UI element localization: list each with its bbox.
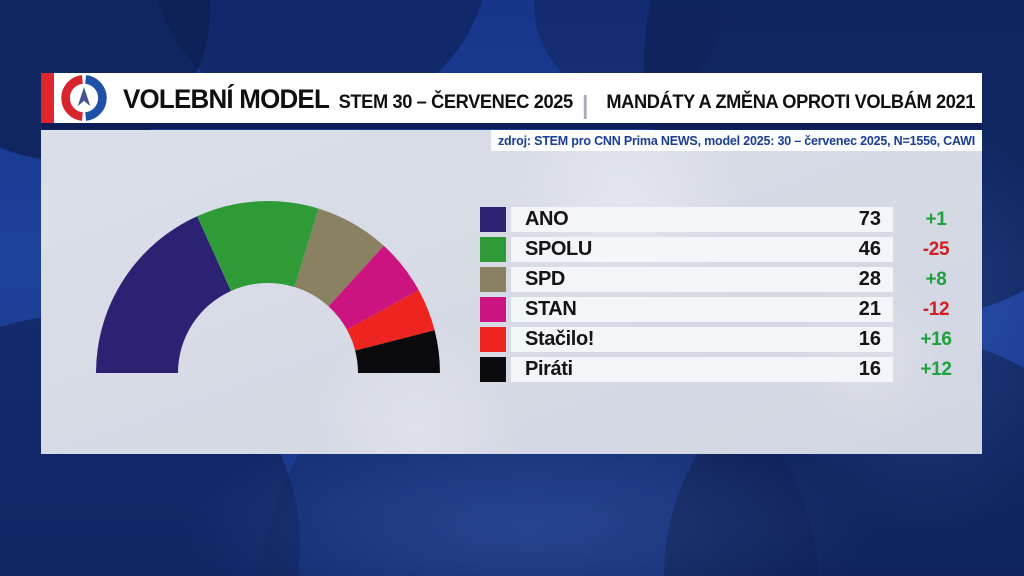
donut-segment-ANO bbox=[96, 216, 231, 373]
compass-arrow-icon bbox=[77, 86, 91, 107]
party-seats: 16 bbox=[858, 358, 881, 380]
legend-row-stan: STAN 21 -12 bbox=[480, 297, 980, 322]
party-name: SPD bbox=[525, 268, 565, 290]
party-change: -25 bbox=[922, 238, 950, 260]
party-color-swatch bbox=[480, 237, 506, 262]
party-change: +8 bbox=[925, 268, 947, 290]
source-bar: zdroj: STEM pro CNN Prima NEWS, model 20… bbox=[491, 130, 982, 151]
donut-segment-Stačilo! bbox=[346, 290, 435, 351]
header-titles: VOLEBNÍ MODEL STEM 30 – ČERVENEC 2025 MA… bbox=[123, 73, 975, 123]
party-seats: 16 bbox=[858, 328, 881, 350]
red-accent-bar bbox=[41, 73, 54, 123]
party-change: -12 bbox=[922, 298, 950, 320]
party-bar: STAN 21 bbox=[511, 297, 893, 322]
party-color-swatch bbox=[480, 267, 506, 292]
party-change: +16 bbox=[920, 328, 952, 350]
cnn-prima-news-logo bbox=[61, 75, 107, 121]
party-name: SPOLU bbox=[525, 238, 592, 260]
party-seats: 46 bbox=[858, 238, 881, 260]
party-bar: ANO 73 bbox=[511, 207, 893, 232]
legend-table: ANO 73 +1 SPOLU 46 -25 SPD 28 +8 bbox=[480, 207, 980, 387]
donut-segment-Piráti bbox=[355, 330, 440, 373]
party-seats: 28 bbox=[858, 268, 881, 290]
party-color-swatch bbox=[480, 297, 506, 322]
source-text: zdroj: STEM pro CNN Prima NEWS, model 20… bbox=[498, 133, 975, 148]
content-panel: ANO 73 +1 SPOLU 46 -25 SPD 28 +8 bbox=[41, 130, 982, 454]
party-color-swatch bbox=[480, 207, 506, 232]
party-bar: Stačilo! 16 bbox=[511, 327, 893, 352]
legend-row-spd: SPD 28 +8 bbox=[480, 267, 980, 292]
party-seats: 73 bbox=[858, 208, 881, 230]
legend-row-stacilo: Stačilo! 16 +16 bbox=[480, 327, 980, 352]
half-donut-chart bbox=[96, 200, 440, 373]
party-bar: Piráti 16 bbox=[511, 357, 893, 382]
section-title: MANDÁTY A ZMĚNA OPROTI VOLBÁM 2021 bbox=[606, 92, 976, 113]
legend-row-ano: ANO 73 +1 bbox=[480, 207, 980, 232]
party-color-swatch bbox=[480, 327, 506, 352]
donut-segment-SPOLU bbox=[197, 200, 319, 291]
party-color-swatch bbox=[480, 357, 506, 382]
legend-row-spolu: SPOLU 46 -25 bbox=[480, 237, 980, 262]
donut-segment-STAN bbox=[328, 245, 419, 330]
party-bar: SPD 28 bbox=[511, 267, 893, 292]
party-name: Stačilo! bbox=[525, 328, 595, 350]
party-change: +1 bbox=[925, 208, 947, 230]
legend-row-pirati: Piráti 16 +12 bbox=[480, 357, 980, 382]
party-seats: 21 bbox=[858, 298, 881, 320]
party-name: Piráti bbox=[525, 358, 573, 380]
page-title: VOLEBNÍ MODEL bbox=[123, 84, 330, 114]
party-change: +12 bbox=[920, 358, 952, 380]
party-name: ANO bbox=[525, 208, 569, 230]
title-divider bbox=[583, 95, 587, 119]
party-bar: SPOLU 46 bbox=[511, 237, 893, 262]
header-bar: VOLEBNÍ MODEL STEM 30 – ČERVENEC 2025 MA… bbox=[41, 73, 982, 123]
page-subtitle: STEM 30 – ČERVENEC 2025 bbox=[338, 92, 574, 113]
donut-segment-SPD bbox=[294, 208, 384, 307]
party-name: STAN bbox=[525, 298, 577, 320]
